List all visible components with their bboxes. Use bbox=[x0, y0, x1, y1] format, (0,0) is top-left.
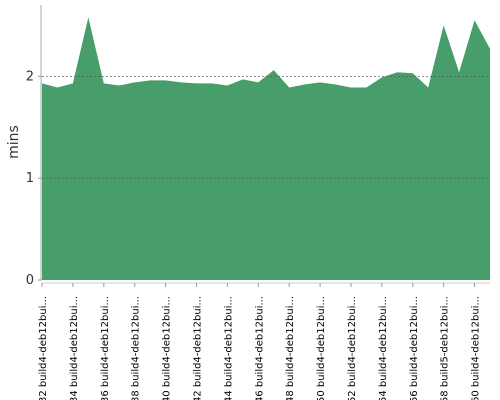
x-tick-label: #50 build4-deb12bui... bbox=[316, 296, 327, 400]
area bbox=[42, 17, 490, 280]
x-tick-label: #48 build4-deb12bui... bbox=[285, 296, 296, 400]
x-tick-label: #58 build5-deb12bui... bbox=[440, 296, 451, 400]
x-tick-label: #42 build4-deb12bui... bbox=[192, 296, 203, 400]
y-tick-label: 1 bbox=[26, 171, 34, 186]
x-tick-label: #36 build4-deb12bui... bbox=[100, 296, 111, 400]
y-tick-label: 2 bbox=[26, 69, 34, 84]
x-tick-label: #32 build4-deb12bui... bbox=[38, 296, 49, 400]
x-tick-label: #46 build4-deb12bui... bbox=[254, 296, 265, 400]
x-tick-label: #38 build4-deb12bui... bbox=[131, 296, 142, 400]
x-tick-label: #44 build4-deb12bui... bbox=[223, 296, 234, 400]
x-tick-label: #40 build4-deb12bui... bbox=[162, 296, 173, 400]
x-tick-label: #54 build4-deb12bui... bbox=[378, 296, 389, 400]
x-tick-label: #56 build4-deb12bui... bbox=[409, 296, 420, 400]
x-tick-label: #34 build4-deb12bui... bbox=[69, 296, 80, 400]
y-axis-label: mins bbox=[6, 125, 22, 159]
x-tick-label: #60 build4-deb12bui... bbox=[471, 296, 482, 400]
y-tick-label: 0 bbox=[26, 273, 34, 288]
x-tick-label: #52 build4-deb12bui... bbox=[347, 296, 358, 400]
